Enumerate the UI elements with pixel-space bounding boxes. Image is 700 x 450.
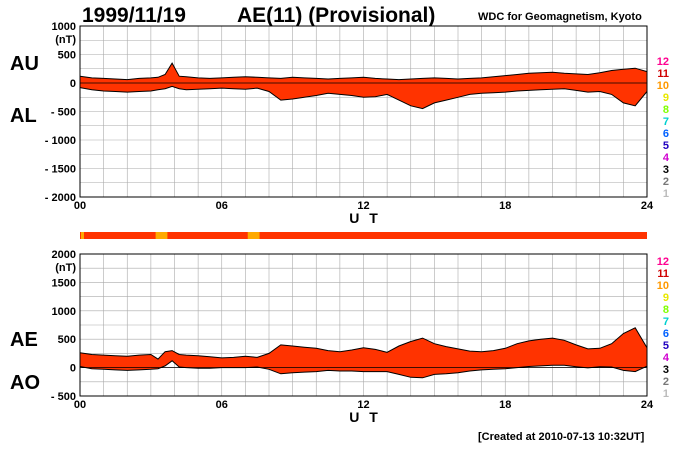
y-tick-label: 0 (70, 78, 76, 90)
legend-index: 7 (663, 316, 669, 328)
legend-index: 1 (663, 188, 669, 200)
date-label: 1999/11/19 (82, 4, 186, 27)
legend-index: 5 (663, 340, 669, 352)
x-tick-label: 18 (499, 200, 511, 212)
legend-index: 11 (657, 268, 669, 280)
y-tick-label: 1000 (52, 21, 76, 33)
series-label-al: AL (10, 105, 37, 127)
legend-index: 9 (663, 292, 669, 304)
y-tick-label: 0 (70, 363, 76, 375)
legend-index: 1 (663, 388, 669, 400)
x-tick-label: 24 (641, 200, 654, 212)
series-line-ao (79, 360, 648, 379)
area-bottom (80, 327, 647, 378)
y-tick-label: 500 (58, 50, 76, 62)
x-tick-label: 12 (357, 200, 369, 212)
legend-index: 3 (663, 364, 669, 376)
legend-index: 9 (663, 92, 669, 104)
legend-index: 3 (663, 164, 669, 176)
y-tick-label: 500 (58, 334, 76, 346)
x-tick-label: 12 (357, 399, 369, 411)
status-segment (81, 232, 84, 239)
x-tick-label: 24 (641, 399, 654, 411)
series-line-au (79, 62, 648, 81)
y-tick-label: - 2000 (45, 192, 76, 204)
y-tick-label: - 500 (51, 391, 76, 403)
x-axis-label: U T (349, 210, 381, 226)
y-tick-label: 2000 (52, 249, 76, 261)
chart-title: AE(11) (Provisional) (237, 4, 436, 27)
area-top (80, 63, 647, 109)
status-segment (247, 232, 260, 239)
x-tick-label: 00 (74, 200, 86, 212)
status-segment (155, 232, 168, 239)
x-axis-label: U T (349, 409, 381, 425)
status-strip (80, 232, 647, 239)
y-unit-label: (nT) (55, 34, 76, 46)
series-label-au: AU (10, 53, 39, 75)
plot-frame (79, 25, 648, 198)
legend-index: 10 (657, 80, 669, 92)
legend-index: 12 (657, 56, 669, 68)
legend-index: 7 (663, 116, 669, 128)
x-tick-label: 18 (499, 399, 511, 411)
series-line-al (79, 85, 648, 110)
legend-index: 2 (663, 176, 669, 188)
y-tick-label: 1000 (52, 306, 76, 318)
y-tick-label: - 500 (51, 107, 76, 119)
legend-index: 8 (663, 104, 669, 116)
legend-index: 4 (663, 152, 670, 164)
legend-index: 6 (663, 328, 669, 340)
y-tick-label: 1500 (52, 277, 76, 289)
series-label-ae: AE (10, 329, 38, 351)
plot-frame (79, 253, 648, 397)
legend-index: 11 (657, 68, 669, 80)
x-tick-label: 00 (74, 399, 86, 411)
legend-index: 6 (663, 128, 669, 140)
created-timestamp: [Created at 2010-07-13 10:32UT] (478, 431, 645, 443)
legend-index: 2 (663, 376, 669, 388)
series-line-ae (79, 327, 648, 360)
y-unit-label: (nT) (55, 262, 76, 274)
legend-index: 12 (657, 256, 669, 268)
legend-index: 5 (663, 140, 669, 152)
y-tick-label: - 1000 (45, 135, 76, 147)
y-tick-label: - 1500 (45, 164, 76, 176)
legend-index: 4 (663, 352, 670, 364)
x-tick-label: 06 (216, 200, 228, 212)
legend-index: 8 (663, 304, 669, 316)
x-tick-label: 06 (216, 399, 228, 411)
institution-label: WDC for Geomagnetism, Kyoto (478, 11, 642, 23)
series-label-ao: AO (10, 372, 40, 394)
legend-index: 10 (657, 280, 669, 292)
